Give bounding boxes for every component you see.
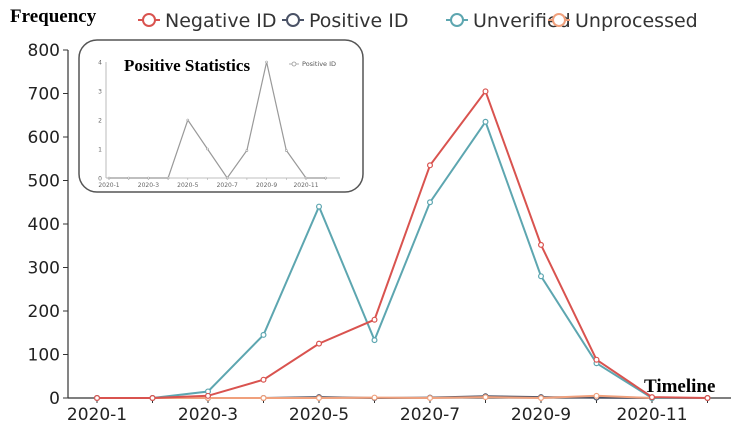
y-tick-label: 200	[28, 302, 60, 322]
inset-data-point	[284, 149, 288, 152]
data-point	[316, 395, 323, 402]
legend-label: Unverified	[473, 10, 571, 32]
y-tick-label: 300	[28, 259, 60, 279]
data-point	[149, 395, 156, 402]
data-point	[482, 118, 489, 125]
inset-x-tick-label: 2020-1	[98, 182, 119, 189]
data-point	[93, 395, 100, 402]
data-point	[482, 88, 489, 95]
inset-y-tick-label: 4	[98, 60, 102, 67]
data-point	[427, 162, 434, 169]
inset-series-line-positive-id	[109, 61, 326, 180]
y-tick-label: 800	[28, 41, 60, 61]
series-line-unverified	[97, 119, 708, 399]
data-point	[371, 316, 378, 323]
inset-data-point	[265, 60, 268, 64]
legend-label: Negative ID	[165, 10, 277, 32]
inset-data-point	[107, 176, 111, 180]
y-tick-label: 600	[28, 128, 60, 148]
legend-marker	[552, 13, 566, 27]
x-tick-label: 2020-5	[289, 405, 349, 425]
data-point	[205, 392, 212, 399]
inset-legend-marker	[291, 61, 297, 67]
data-point	[427, 199, 434, 206]
legend-marker	[450, 13, 464, 27]
inset-x-tick-label: 2020-7	[217, 182, 238, 189]
inset-data-point	[127, 176, 130, 180]
inset-title: Positive Statistics	[124, 56, 250, 75]
data-point	[593, 392, 600, 399]
inset-box	[78, 39, 364, 193]
inset-y-tick-label: 0	[98, 176, 102, 183]
y-tick-label: 700	[28, 85, 60, 105]
data-point	[316, 203, 323, 210]
data-point	[427, 395, 434, 402]
data-point	[260, 376, 267, 383]
inset-x-tick-label: 2020-9	[256, 182, 277, 189]
x-tick-label: 2020-11	[616, 405, 687, 425]
inset-data-point	[225, 176, 229, 180]
data-point	[316, 340, 323, 347]
legend-label: Positive ID	[309, 10, 409, 32]
x-tick-label: 2020-1	[67, 405, 127, 425]
y-tick-label: 500	[28, 172, 60, 192]
data-point	[593, 356, 600, 363]
data-point	[371, 394, 378, 401]
inset-y-tick-label: 1	[98, 147, 102, 154]
inset-legend-label: Positive ID	[302, 60, 336, 68]
y-tick-label: 400	[28, 215, 60, 235]
x-tick-label: 2020-9	[511, 405, 571, 425]
legend-label: Unprocessed	[575, 10, 698, 32]
data-point	[260, 395, 267, 402]
legend-marker	[286, 13, 300, 27]
y-tick-label: 100	[28, 346, 60, 366]
inset-data-point	[324, 176, 328, 180]
series-line-negative-id	[97, 89, 708, 399]
inset-data-point	[245, 149, 249, 152]
data-point	[260, 331, 267, 338]
inset-data-point	[206, 147, 209, 151]
data-point	[482, 394, 489, 401]
inset-x-tick-label: 2020-11	[293, 182, 318, 189]
data-point	[371, 337, 378, 344]
inset-x-tick-label: 2020-3	[138, 182, 159, 189]
inset-y-tick-label: 3	[98, 89, 102, 96]
data-point	[537, 241, 544, 248]
y-tick-label: 0	[49, 389, 60, 409]
series-line-unprocessed	[97, 394, 708, 400]
inset-data-point	[147, 176, 150, 180]
data-point	[704, 395, 711, 402]
data-point	[537, 395, 544, 402]
inset-y-tick-label: 2	[98, 118, 102, 125]
inset-data-point	[304, 176, 308, 180]
legend-marker	[142, 13, 156, 27]
inset-data-point	[186, 118, 190, 122]
inset-x-tick-label: 2020-5	[177, 182, 198, 189]
x-axis-label: Timeline	[644, 376, 715, 397]
inset-data-point	[166, 176, 170, 180]
data-point	[537, 273, 544, 280]
data-point	[648, 394, 655, 401]
x-tick-label: 2020-3	[178, 405, 238, 425]
x-tick-label: 2020-7	[400, 405, 460, 425]
y-axis-label: Frequency	[10, 6, 97, 27]
